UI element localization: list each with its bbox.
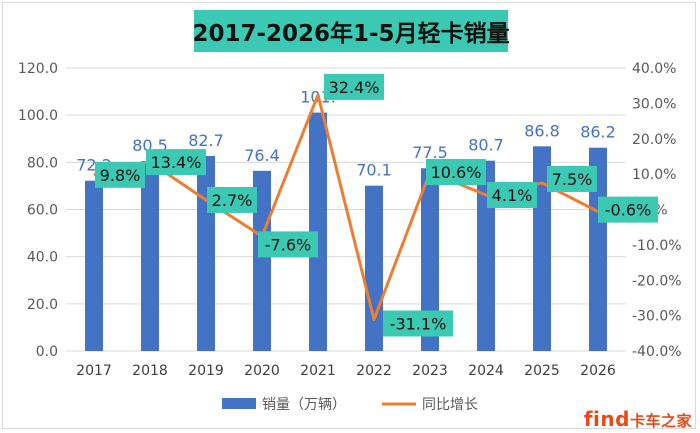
x-tick-label: 2025 — [524, 363, 560, 379]
bar — [141, 161, 159, 351]
y-right-tick-label: 40.0% — [632, 61, 676, 77]
y-left-tick-label: 60.0 — [27, 203, 58, 219]
bar — [197, 155, 215, 351]
y-right-tick-label: -10.0% — [632, 238, 682, 254]
bar — [365, 185, 383, 351]
y-right-tick-label: -40.0% — [632, 344, 682, 360]
growth-value-label: -0.6% — [605, 201, 651, 220]
growth-value-label: -31.1% — [390, 315, 447, 334]
y-right-tick-label: -30.0% — [632, 309, 682, 325]
bar-value-label: 82.7 — [188, 131, 224, 150]
growth-value-label: 9.8% — [100, 166, 141, 185]
legend-line-label: 同比增长 — [422, 397, 478, 413]
growth-value-label: 13.4% — [151, 153, 202, 172]
x-tick-label: 2019 — [188, 363, 224, 379]
y-right-tick-label: -20.0% — [632, 273, 682, 289]
y-left-tick-label: 20.0 — [27, 297, 58, 313]
growth-label-box — [207, 186, 257, 213]
bar-value-label: 86.2 — [580, 123, 616, 142]
bar-value-label: 77.5 — [412, 143, 448, 162]
growth-label-box — [258, 231, 318, 258]
growth-value-label: 32.4% — [329, 78, 380, 97]
bar-value-label: 76.4 — [244, 146, 280, 165]
bar — [533, 146, 551, 351]
bar-value-label: 86.8 — [524, 121, 560, 140]
watermark-logo: find卡车之家 — [583, 407, 692, 431]
growth-value-label: -7.6% — [265, 235, 311, 254]
growth-value-label: 10.6% — [431, 163, 482, 182]
growth-label-box — [383, 310, 453, 337]
growth-value-label: 7.5% — [552, 170, 593, 189]
x-tick-label: 2020 — [244, 363, 280, 379]
y-left-tick-label: 120.0 — [18, 61, 58, 77]
growth-label-box — [598, 196, 658, 223]
y-left-tick-label: 100.0 — [18, 108, 58, 124]
x-tick-label: 2022 — [356, 363, 392, 379]
growth-value-label: 2.7% — [212, 191, 253, 210]
growth-label-box — [487, 181, 537, 208]
x-tick-label: 2023 — [412, 363, 448, 379]
growth-label-box — [95, 161, 145, 188]
growth-label-box — [146, 149, 206, 176]
bar — [253, 170, 271, 351]
y-right-tick-label: 30.0% — [632, 96, 676, 112]
x-tick-label: 2026 — [580, 363, 616, 379]
bar — [421, 168, 439, 351]
bar-value-label: 80.7 — [468, 136, 504, 155]
y-right-tick-label: 20.0% — [632, 132, 676, 148]
bar-value-label: 70.1 — [356, 161, 392, 180]
x-tick-label: 2018 — [132, 363, 168, 379]
growth-label-box — [426, 159, 486, 186]
chart-title-box: 2017-2026年1-5月轻卡销量 — [192, 10, 510, 52]
growth-label-box — [324, 73, 384, 100]
legend-bar-swatch — [222, 398, 256, 409]
bar — [477, 160, 495, 351]
chart-title: 2017-2026年1-5月轻卡销量 — [192, 21, 510, 47]
legend-bar-label: 销量（万辆） — [262, 397, 346, 413]
y-left-tick-label: 80.0 — [27, 155, 58, 171]
y-right-tick-label: 10.0% — [632, 167, 676, 183]
growth-label-box — [547, 165, 597, 192]
x-tick-label: 2024 — [468, 363, 504, 379]
bar — [85, 180, 103, 351]
x-tick-label: 2017 — [76, 363, 112, 379]
x-tick-label: 2021 — [300, 363, 336, 379]
y-left-tick-label: 0.0 — [36, 344, 58, 360]
growth-value-label: 4.1% — [492, 186, 533, 205]
y-left-tick-label: 40.0 — [27, 250, 58, 266]
